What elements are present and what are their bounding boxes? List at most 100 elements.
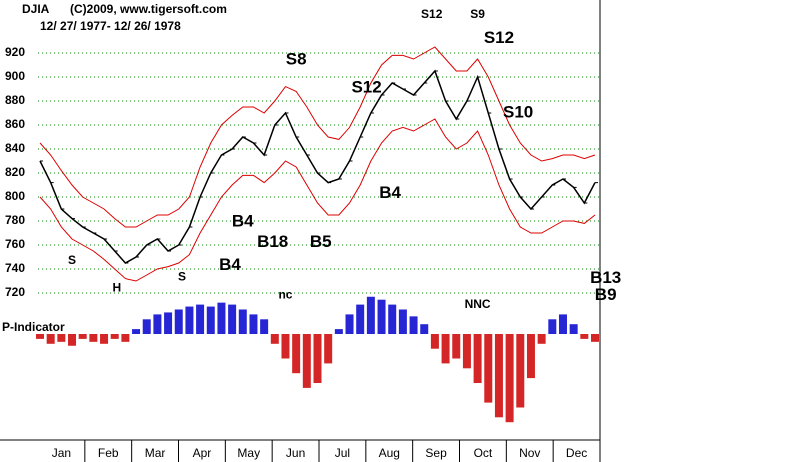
signal-label: S12: [351, 77, 381, 96]
y-tick-label: 780: [5, 213, 25, 227]
indicator-bar: [46, 334, 55, 344]
indicator-bar: [452, 334, 461, 359]
indicator-bar: [324, 334, 333, 364]
y-tick-label: 720: [5, 285, 25, 299]
indicator-bar: [132, 329, 141, 334]
date-range: 12/ 27/ 1977- 12/ 26/ 1978: [40, 19, 181, 33]
indicator-bar: [409, 316, 418, 334]
indicator-bar: [100, 334, 109, 344]
indicator-bar: [57, 334, 66, 342]
indicator-bar: [270, 334, 279, 344]
indicator-bar: [580, 334, 589, 339]
signal-label: S: [68, 253, 76, 267]
x-tick-label: Sep: [425, 446, 447, 460]
indicator-bar: [217, 302, 226, 334]
indicator-bar: [238, 309, 247, 334]
y-tick-label: 900: [5, 69, 25, 83]
indicator-bar: [591, 334, 599, 342]
indicator-bar: [441, 334, 450, 364]
signal-label: B4: [232, 212, 254, 231]
signal-label: S10: [503, 102, 533, 121]
signal-label: B9: [595, 285, 617, 304]
indicator-label: P-Indicator: [2, 320, 65, 334]
indicator-bar: [110, 334, 119, 339]
indicator-bar: [142, 319, 151, 334]
y-tick-label: 920: [5, 45, 25, 59]
y-tick-label: 860: [5, 117, 25, 131]
x-tick-label: Aug: [379, 446, 400, 460]
indicator-bar: [473, 334, 482, 383]
indicator-bar: [78, 334, 87, 339]
signal-label: B4: [219, 255, 241, 274]
indicator-bar: [377, 299, 386, 334]
indicator-bar: [537, 334, 546, 344]
indicator-bar: [558, 314, 567, 334]
chart-subtitle: (C)2009, www.tigersoft.com: [70, 2, 227, 16]
signal-label: S: [178, 270, 186, 284]
indicator-bar: [292, 334, 301, 374]
indicator-bar: [569, 324, 578, 334]
indicator-bar: [388, 304, 397, 334]
band-line: [39, 118, 596, 282]
indicator-bar: [334, 329, 343, 334]
x-tick-label: Jun: [286, 446, 305, 460]
indicator-bar: [228, 304, 237, 334]
indicator-bar: [249, 314, 258, 334]
indicator-bar: [302, 334, 311, 388]
indicator-annotation: NNC: [465, 297, 491, 311]
y-tick-label: 760: [5, 237, 25, 251]
signal-label: B4: [379, 183, 401, 202]
indicator-bar: [68, 334, 77, 346]
y-tick-label: 880: [5, 93, 25, 107]
signal-label: nc: [278, 288, 292, 302]
x-tick-label: Feb: [98, 446, 119, 460]
indicator-bar: [366, 296, 375, 334]
y-tick-label: 840: [5, 141, 25, 155]
indicator-bar: [36, 334, 44, 339]
x-tick-label: May: [237, 446, 260, 460]
indicator-bar: [185, 306, 194, 334]
signal-label: B18: [257, 232, 288, 251]
x-tick-label: Mar: [145, 446, 166, 460]
signal-label: B13: [590, 268, 621, 287]
indicator-bar: [548, 319, 557, 334]
indicator-bar: [313, 334, 322, 383]
indicator-bar: [89, 334, 98, 342]
signal-label: S9: [470, 7, 485, 21]
x-tick-label: Apr: [193, 446, 212, 460]
signal-label: S8: [286, 50, 307, 69]
indicator-bar: [206, 306, 215, 334]
x-tick-label: Oct: [474, 446, 493, 460]
indicator-bar: [398, 309, 407, 334]
indicator-bar: [494, 334, 503, 418]
indicator-bar: [196, 304, 205, 334]
indicator-bar: [356, 304, 365, 334]
indicator-bar: [174, 309, 183, 334]
signal-label: S12: [421, 7, 443, 21]
indicator-bar: [462, 334, 471, 369]
y-tick-label: 820: [5, 165, 25, 179]
indicator-bar: [345, 314, 354, 334]
signal-label: B5: [310, 232, 332, 251]
indicator-bar: [281, 334, 290, 359]
y-tick-label: 800: [5, 189, 25, 203]
indicator-bar: [505, 334, 514, 423]
band-line: [39, 46, 596, 228]
signal-label: S12: [484, 28, 514, 47]
indicator-bar: [484, 334, 493, 403]
x-tick-label: Dec: [566, 446, 587, 460]
x-tick-label: Jan: [52, 446, 71, 460]
indicator-bar: [164, 312, 173, 334]
chart-title: DJIA: [22, 2, 50, 16]
indicator-bar: [526, 334, 535, 379]
indicator-bar: [420, 324, 429, 334]
indicator-bar: [121, 334, 130, 342]
indicator-bar: [153, 314, 162, 334]
y-tick-label: 740: [5, 261, 25, 275]
indicator-bar: [260, 319, 269, 334]
indicator-bar: [516, 334, 525, 408]
indicator-bar: [430, 334, 439, 349]
x-tick-label: Jul: [335, 446, 350, 460]
x-tick-label: Nov: [519, 446, 540, 460]
